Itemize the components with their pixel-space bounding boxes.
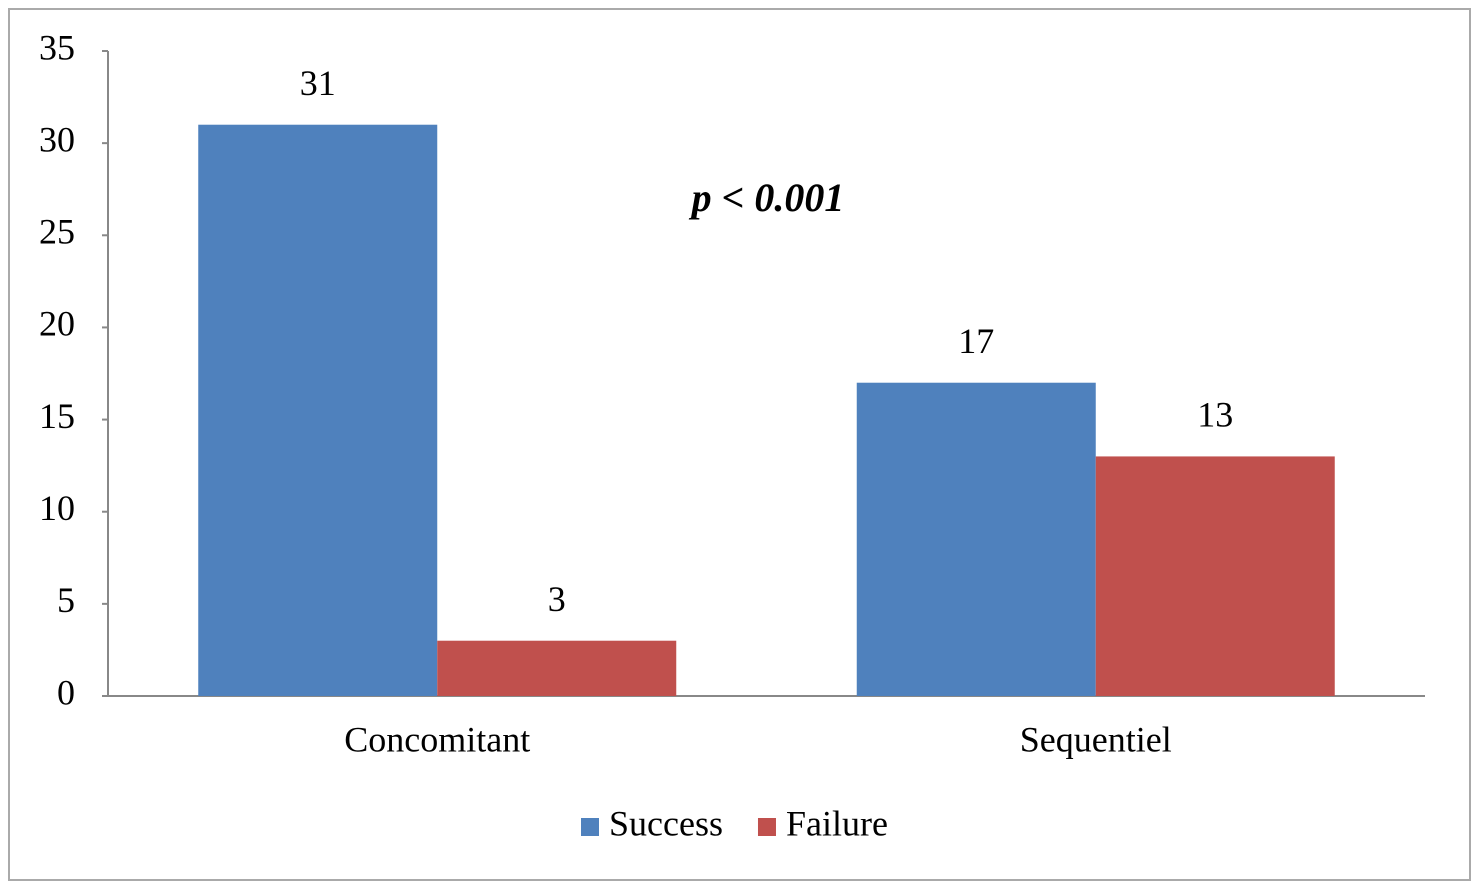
- y-tick-label: 15: [39, 396, 75, 436]
- x-tick-label: Concomitant: [344, 719, 530, 759]
- legend-swatch: [757, 818, 776, 836]
- data-label: 3: [548, 579, 566, 619]
- y-tick-label: 0: [57, 672, 75, 712]
- bar: [198, 124, 438, 696]
- legend-label: Failure: [786, 803, 888, 843]
- y-tick-label: 25: [39, 212, 75, 252]
- y-tick-label: 30: [39, 119, 75, 159]
- bar: [1095, 456, 1335, 696]
- y-tick-label: 10: [39, 488, 75, 528]
- bar: [856, 382, 1096, 696]
- x-tick-label: Sequentiel: [1020, 719, 1172, 759]
- data-label: 13: [1197, 395, 1233, 435]
- legend-label: Success: [609, 803, 723, 843]
- bar: [437, 640, 677, 696]
- annotation: p < 0.001: [689, 175, 845, 220]
- data-label: 31: [300, 63, 336, 103]
- legend-swatch: [581, 818, 599, 836]
- data-label: 17: [958, 321, 994, 361]
- y-tick-label: 20: [39, 304, 75, 344]
- y-tick-label: 5: [57, 580, 75, 620]
- y-tick-label: 35: [39, 27, 75, 67]
